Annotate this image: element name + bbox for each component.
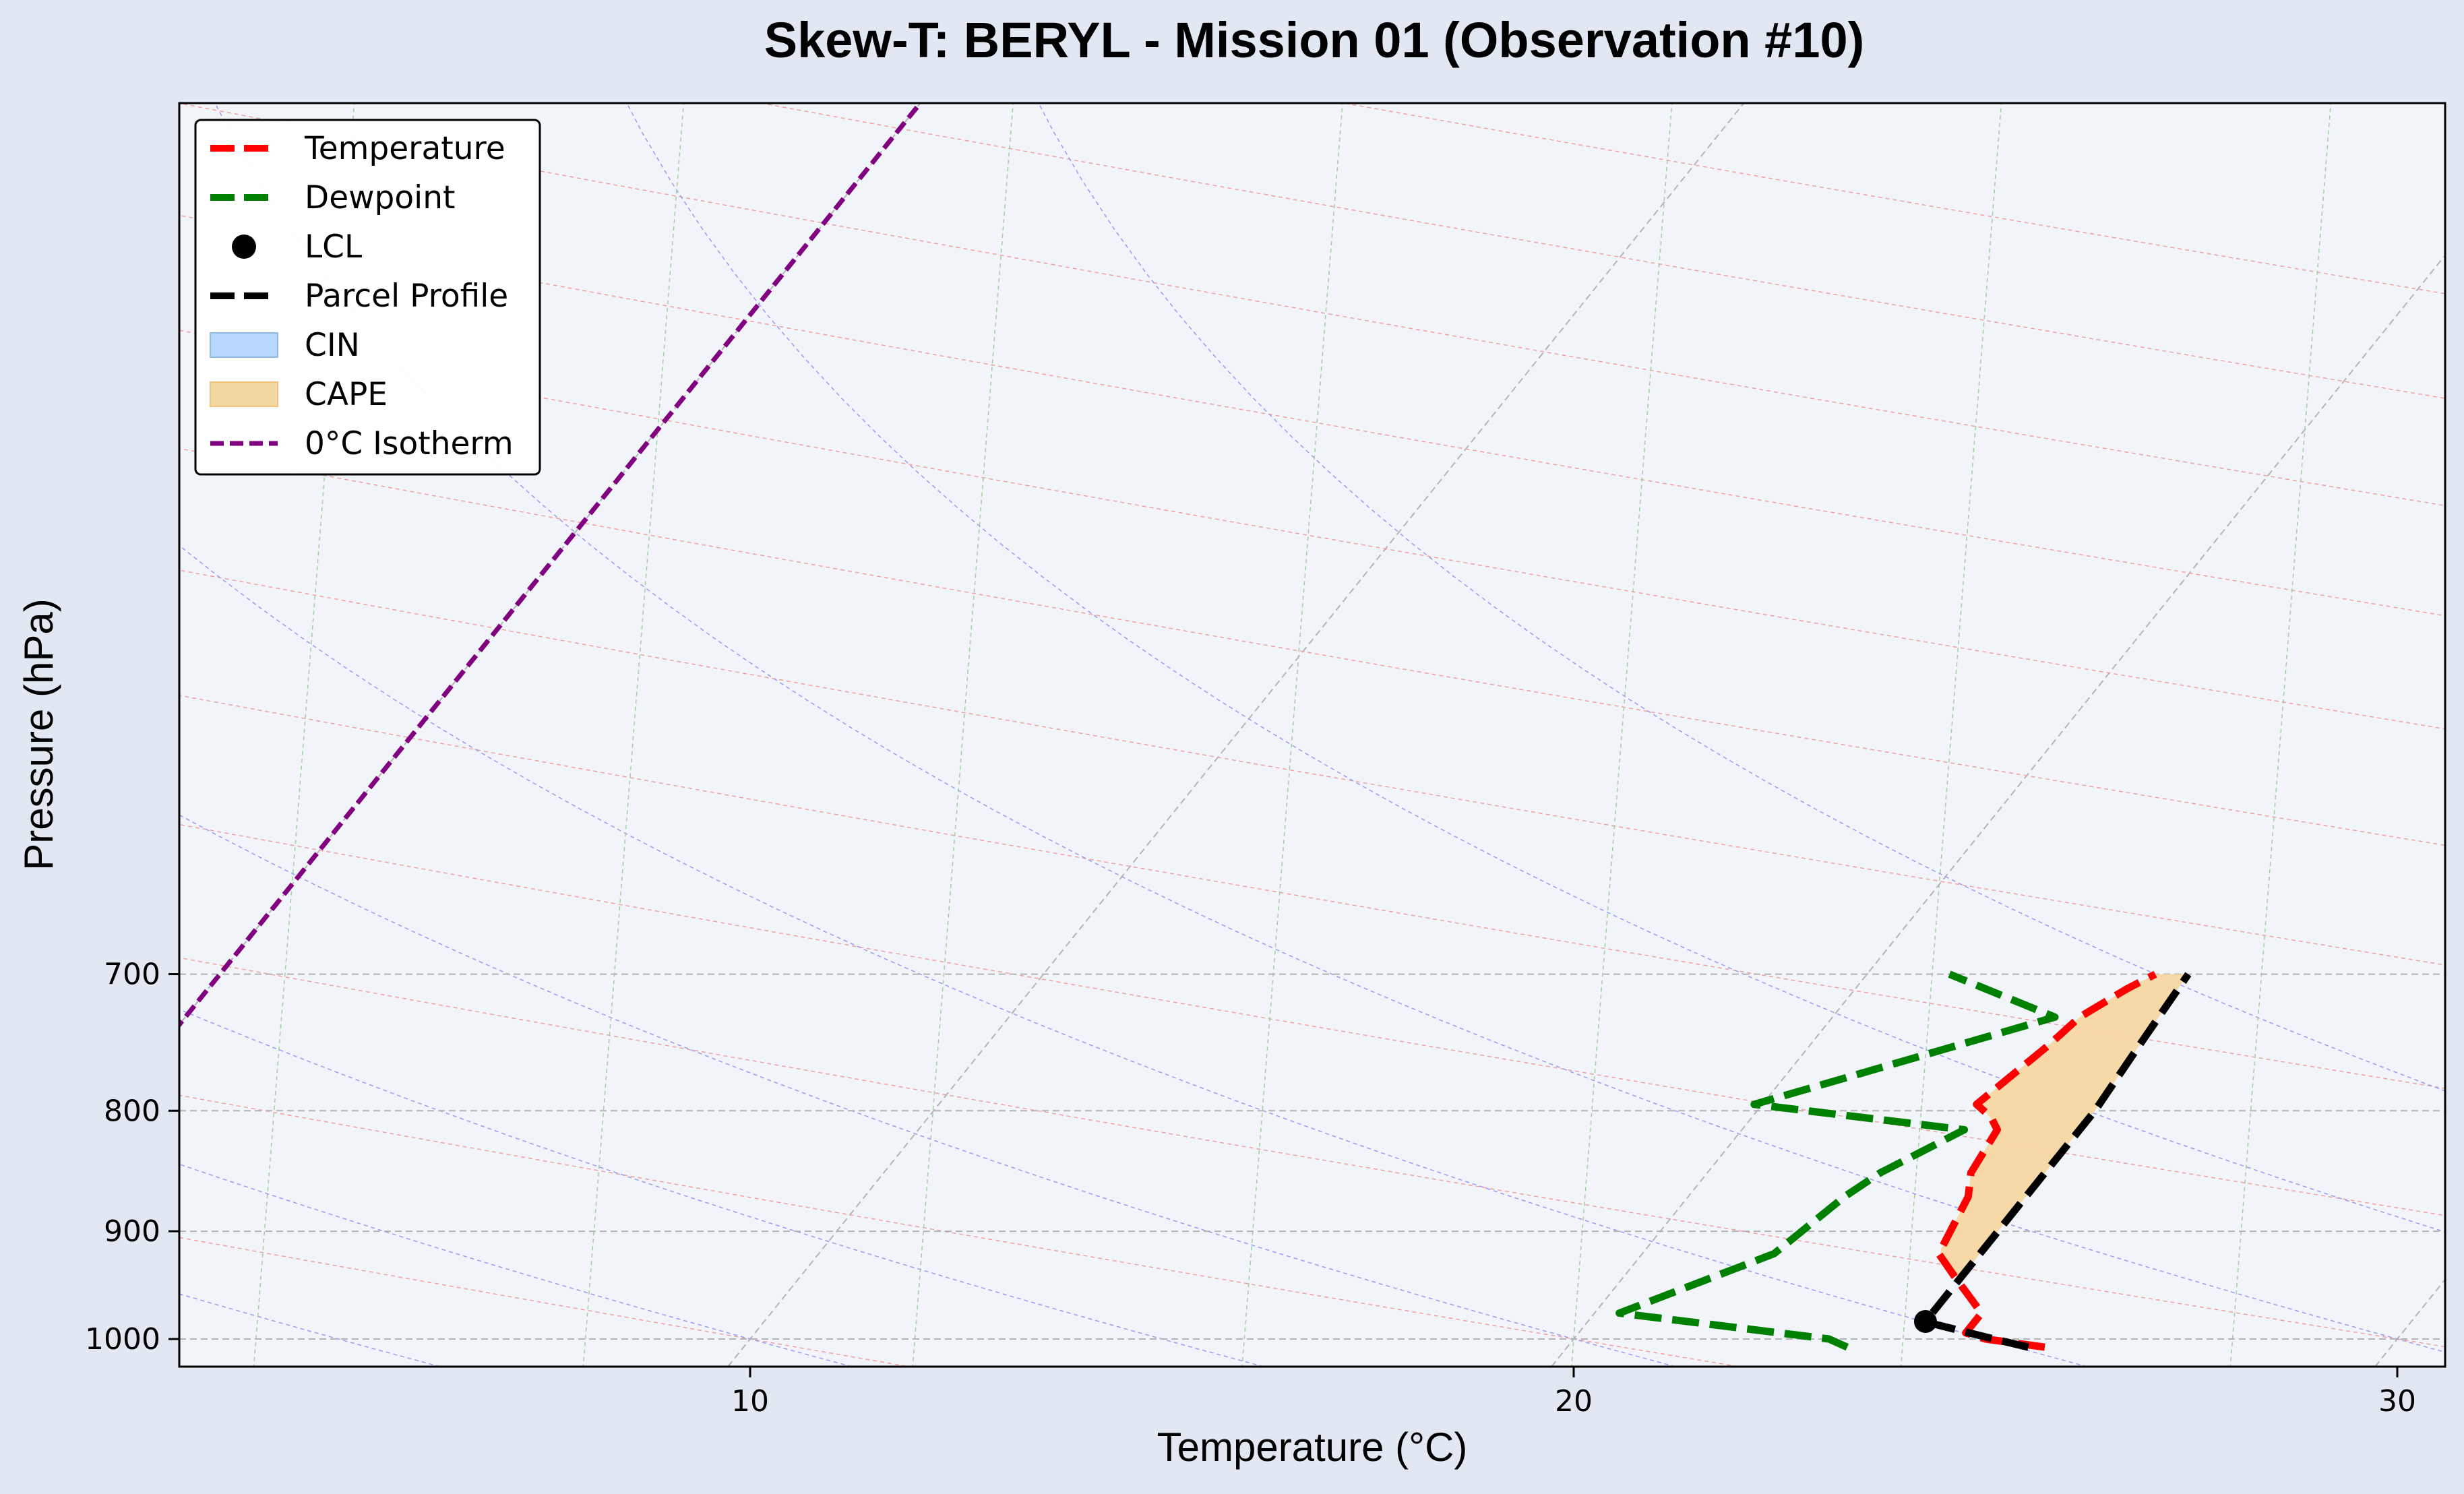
mixing-ratio-line: [2229, 103, 2332, 1367]
x-tick-label: 20: [1555, 1384, 1593, 1419]
legend-temperature-label: Temperature: [304, 130, 505, 167]
legend-dewpoint-label: Dewpoint: [305, 179, 455, 216]
isotherm-line: [727, 103, 1745, 1367]
x-axis-label: Temperature (°C): [1157, 1425, 1468, 1470]
moist-adiabat-line: [1038, 103, 2445, 1092]
plot-area: [179, 103, 2445, 1367]
legend-box: [194, 119, 541, 476]
isotherm-line: [1551, 254, 2445, 1367]
y-axis: 700 800 900 1000: [85, 958, 179, 1357]
y-axis-label: Pressure (hPa): [16, 598, 61, 870]
chart-title: Skew-T: BERYL - Mission 01 (Observation …: [764, 12, 1865, 68]
x-axis: 10 20 30: [731, 1367, 2416, 1419]
legend-cin-label: CIN: [305, 327, 360, 364]
freezing-isotherm-line: [179, 103, 923, 1029]
mixing-ratio-line: [912, 103, 1014, 1367]
legend: Temperature Dewpoint LCL Parcel Profile …: [194, 119, 541, 476]
x-tick-label: 10: [731, 1384, 769, 1419]
legend-lcl-swatch: [232, 235, 256, 259]
plot-frame: [178, 102, 2446, 1368]
cape-area: [1940, 974, 2188, 1276]
y-tick-label: 900: [104, 1214, 160, 1249]
legend-parcel-label: Parcel Profile: [305, 278, 508, 315]
cape-cin-areas: [1940, 974, 2188, 1276]
x-tick-label: 30: [2378, 1384, 2416, 1419]
mixing-ratio-line: [1241, 103, 1343, 1367]
mixing-ratio-line: [1571, 103, 1673, 1367]
y-tick-label: 700: [104, 958, 160, 992]
y-tick-label: 800: [104, 1094, 160, 1128]
mixing-ratio-line: [1900, 103, 2002, 1367]
temperature-line: [1935, 970, 2157, 1351]
mixing-ratio-line: [582, 103, 685, 1367]
legend-cin-swatch: [210, 332, 278, 358]
legend-lcl-label: LCL: [305, 228, 362, 266]
lcl-marker: [1913, 1309, 1937, 1333]
legend-isotherm-label: 0°C Isotherm: [305, 425, 514, 462]
legend-cape-label: CAPE: [305, 376, 388, 413]
legend-cape-swatch: [210, 381, 278, 407]
markers: [1913, 1309, 1937, 1333]
parcel-profile-line: [1924, 972, 2192, 1351]
moist-adiabat-line: [626, 103, 2445, 1233]
profile-lines: [179, 103, 2192, 1351]
y-tick-label: 1000: [85, 1322, 160, 1357]
dewpoint-line: [1615, 970, 2059, 1351]
dry-adiabat-line: [179, 1237, 912, 1367]
